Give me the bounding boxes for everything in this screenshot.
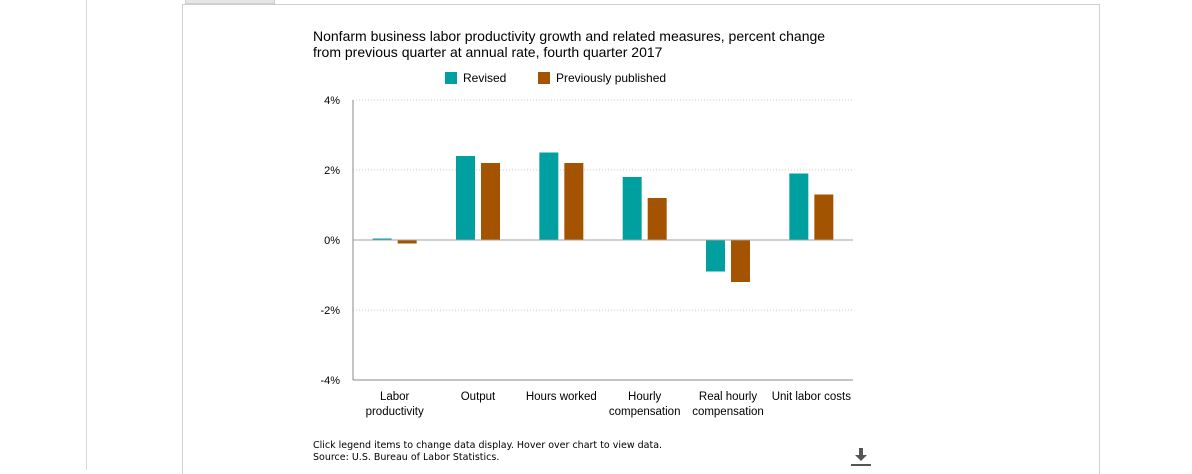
tab-stub[interactable] — [185, 0, 275, 4]
download-button[interactable] — [850, 446, 872, 468]
bar-revised[interactable] — [789, 173, 809, 241]
bar-revised[interactable] — [622, 177, 642, 240]
bar-previously-published[interactable] — [731, 240, 750, 282]
chart-title: Nonfarm business labor productivity grow… — [313, 28, 826, 60]
bar-revised[interactable] — [456, 156, 475, 240]
y-tick-label: -2% — [320, 305, 340, 317]
legend-item-previously-published[interactable]: Previously published — [538, 71, 666, 85]
page-left-border — [86, 0, 87, 470]
download-icon — [851, 448, 871, 466]
x-category-label: compensation — [609, 406, 681, 418]
y-tick-label: 4% — [324, 95, 340, 107]
x-category-label: Hourly — [628, 391, 661, 403]
x-category-label: Hours worked — [526, 391, 597, 403]
x-category-label: productivity — [366, 406, 424, 418]
x-category-label: Unit labor costs — [772, 391, 852, 403]
bar-previously-published[interactable] — [564, 163, 584, 240]
x-category-label: Real hourly — [699, 391, 757, 403]
y-tick-label: -4% — [320, 375, 340, 387]
chart-footnote: Click legend items to change data displa… — [313, 440, 662, 464]
legend-swatch-previously-published — [538, 72, 550, 84]
chart-panel — [182, 4, 1100, 474]
x-category-label: Output — [461, 391, 496, 403]
footnote-instructions: Click legend items to change data displa… — [313, 440, 663, 451]
bar-previously-published[interactable] — [481, 163, 500, 240]
legend-label-previously-published: Previously published — [556, 71, 667, 85]
legend-swatch-revised — [445, 72, 457, 84]
bar-previously-published[interactable] — [397, 240, 417, 244]
bar-revised[interactable] — [539, 152, 559, 241]
footnote-source: Source: U.S. Bureau of Labor Statistics. — [313, 452, 500, 463]
x-category-label: compensation — [692, 406, 764, 418]
y-tick-label: 2% — [324, 165, 340, 177]
x-category-label: Labor — [380, 391, 410, 403]
y-tick-label: 0% — [324, 235, 340, 247]
bar-previously-published[interactable] — [814, 194, 834, 241]
bar-previously-published[interactable] — [647, 198, 667, 240]
bar-revised[interactable] — [706, 240, 725, 272]
bar-revised[interactable] — [372, 238, 392, 241]
legend-item-revised[interactable]: Revised — [445, 71, 506, 85]
legend-label-revised: Revised — [463, 71, 507, 85]
